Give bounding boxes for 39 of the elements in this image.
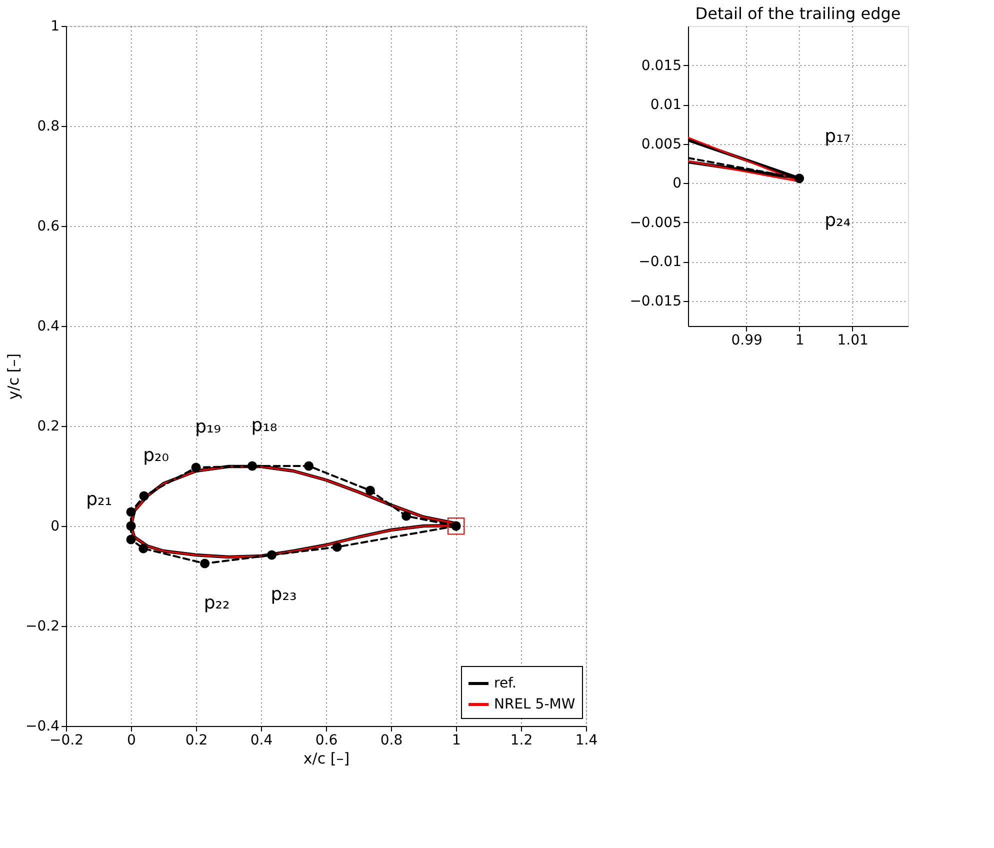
annotation: p₂₃ [270,584,297,605]
y-tick-label: −0.015 [630,293,682,310]
x-tick-label: 0.8 [380,732,403,748]
y-tick-label: −0.01 [638,254,682,270]
y-tick-label: 0.005 [641,136,682,152]
y-tick-label: −0.4 [26,718,60,734]
y-tick-label: 0 [50,518,60,534]
annotation: p₁₉ [195,416,221,438]
chart-title: Detail of the trailing edge [695,4,901,23]
x-tick-label: 1 [795,332,804,348]
y-tick-label: 0.2 [37,418,60,434]
y-tick-label: 0 [672,176,682,192]
x-tick-label: 0 [127,732,136,748]
x-tick-label: 1.2 [510,732,533,748]
x-tick-label: 0.99 [731,332,762,348]
y-tick-label: 0.015 [641,58,682,74]
annotation: p₂₁ [86,489,112,510]
annotation: p₂₀ [143,445,169,466]
annotation: p₂₂ [204,592,230,614]
annotation: p₂₄ [824,210,851,231]
y-tick-label: 1 [50,18,60,34]
x-tick-label: 0.4 [250,732,273,748]
legend-label: NREL 5-MW [494,696,576,712]
legend-label: ref. [494,676,516,692]
y-tick-label: −0.005 [630,214,682,231]
y-tick-label: 0.01 [650,97,682,114]
x-tick-label: 0.6 [315,732,338,748]
x-tick-label: 0.2 [185,732,208,748]
x-axis-title: x/c [–] [303,750,350,768]
x-tick-label: 1.4 [575,732,598,748]
annotation: p₁₇ [824,126,851,147]
y-axis-title: y/c [–] [4,353,23,400]
y-tick-label: −0.2 [26,618,60,634]
x-tick-label: 1 [452,732,461,748]
y-tick-label: 0.8 [37,118,60,134]
y-tick-label: 0.6 [37,218,60,234]
y-tick-label: 0.4 [37,318,60,334]
x-tick-label: 1.01 [837,332,868,348]
annotation: p₁₈ [251,415,278,436]
